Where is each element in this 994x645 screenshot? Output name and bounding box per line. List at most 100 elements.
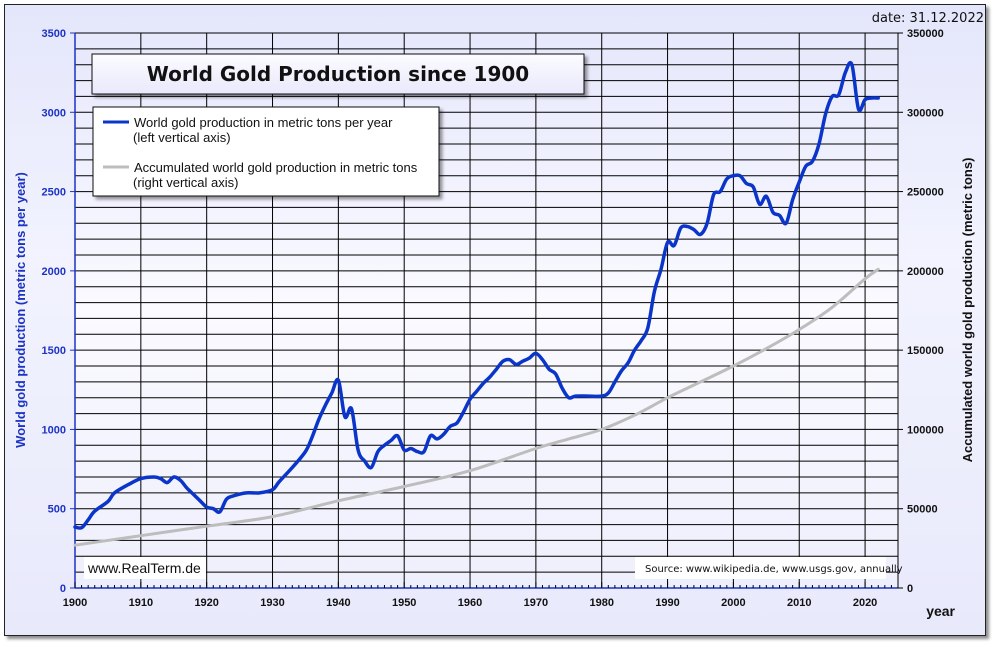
y-tick-right-label: 200000 (907, 266, 944, 278)
x-tick-label: 1950 (392, 597, 416, 609)
y-tick-left-label: 3500 (42, 28, 66, 40)
y-tick-right-label: 100000 (907, 424, 944, 436)
data-point-production (449, 425, 452, 428)
data-point-accumulated (633, 414, 636, 417)
series-line-production (73, 60, 880, 530)
data-point-production (824, 112, 827, 115)
data-point-production (159, 477, 162, 480)
legend (92, 106, 440, 197)
data-point-production (80, 526, 83, 529)
data-point-accumulated (337, 499, 340, 502)
data-point-production (409, 447, 412, 450)
data-point-production (857, 108, 860, 111)
data-point-production (633, 349, 636, 352)
data-point-production (429, 434, 432, 437)
axes: 1900 1910 1920 1930 1940 1950 1960 1970 1980 1990… (42, 28, 944, 609)
data-point-production (337, 379, 340, 382)
data-point-accumulated (403, 485, 406, 488)
data-point-production (864, 98, 867, 101)
data-point-production (113, 491, 116, 494)
title-box (91, 53, 585, 95)
data-point-production (469, 398, 472, 401)
data-point-production (192, 493, 195, 496)
y-tick-left-label: 0 (60, 583, 66, 595)
data-point-accumulated (798, 328, 801, 331)
data-point-production (311, 436, 314, 439)
data-point-production (291, 466, 294, 469)
data-point-production (462, 411, 465, 414)
data-point-production (350, 407, 353, 410)
data-point-production (423, 450, 426, 453)
data-point-production (613, 380, 616, 383)
data-point-accumulated (877, 268, 880, 271)
data-point-production (673, 244, 676, 247)
data-point-accumulated (699, 380, 702, 383)
data-point-production (185, 487, 188, 490)
data-point-production (831, 95, 834, 98)
data-point-production (172, 476, 175, 479)
data-point-production (554, 372, 557, 375)
data-point-production (495, 368, 498, 371)
data-point-production (837, 93, 840, 96)
data-point-production (850, 63, 853, 66)
data-point-production (330, 392, 333, 395)
data-point-accumulated (469, 469, 472, 472)
data-point-production (376, 450, 379, 453)
source-box (635, 557, 886, 579)
data-point-production (166, 481, 169, 484)
legend-label-production: World gold production in metric tons per… (134, 115, 393, 130)
data-point-production (666, 241, 669, 244)
data-point-production (646, 326, 649, 329)
y-tick-left-label: 2000 (42, 266, 66, 278)
data-point-production (521, 360, 524, 363)
series-layer (73, 60, 880, 547)
y-tick-left-label: 500 (48, 504, 66, 516)
data-point-production (502, 360, 505, 363)
data-point-production (791, 198, 794, 201)
data-point-production (482, 382, 485, 385)
data-point-production (844, 71, 847, 74)
legend-label-accumulated: Accumulated world gold production in met… (134, 160, 418, 175)
data-point-production (126, 483, 129, 486)
source-note: Source: www.wikipedia.de, www.usgs.gov, … (645, 564, 903, 575)
data-point-production (561, 387, 564, 390)
x-tick-label: 1970 (524, 597, 548, 609)
data-point-production (534, 352, 537, 355)
data-point-accumulated (765, 347, 768, 350)
data-point-production (205, 506, 208, 509)
data-point-production (245, 491, 248, 494)
data-point-production (699, 233, 702, 236)
x-tick-label: 2020 (853, 597, 877, 609)
data-point-production (199, 499, 202, 502)
x-tick-label: 2000 (721, 597, 745, 609)
date-label: date: 31.12.2022 (872, 11, 984, 26)
data-point-production (258, 491, 261, 494)
y-axis-right-title: Accumulated world gold production (metri… (960, 158, 975, 463)
data-point-production (317, 418, 320, 421)
data-point-production (106, 500, 109, 503)
data-point-accumulated (666, 396, 669, 399)
data-point-production (278, 480, 281, 483)
data-point-production (798, 181, 801, 184)
data-point-production (640, 339, 643, 342)
data-point-production (304, 450, 307, 453)
x-tick-label: 1960 (458, 597, 482, 609)
watermark-box (84, 557, 206, 579)
y-tick-right-label: 300000 (907, 107, 944, 119)
data-point-production (455, 422, 458, 425)
data-point-production (403, 449, 406, 452)
data-point-production (324, 404, 327, 407)
data-point-production (548, 368, 551, 371)
y-tick-right-label: 50000 (907, 504, 938, 516)
y-tick-left-label: 3000 (42, 107, 66, 119)
y-tick-right-label: 0 (907, 583, 913, 595)
data-point-production (778, 214, 781, 217)
data-point-accumulated (534, 447, 537, 450)
data-point-production (758, 203, 761, 206)
data-point-production (515, 363, 518, 366)
data-point-accumulated (205, 525, 208, 528)
data-point-production (232, 495, 235, 498)
data-point-production (153, 476, 156, 479)
data-point-accumulated (864, 277, 867, 280)
